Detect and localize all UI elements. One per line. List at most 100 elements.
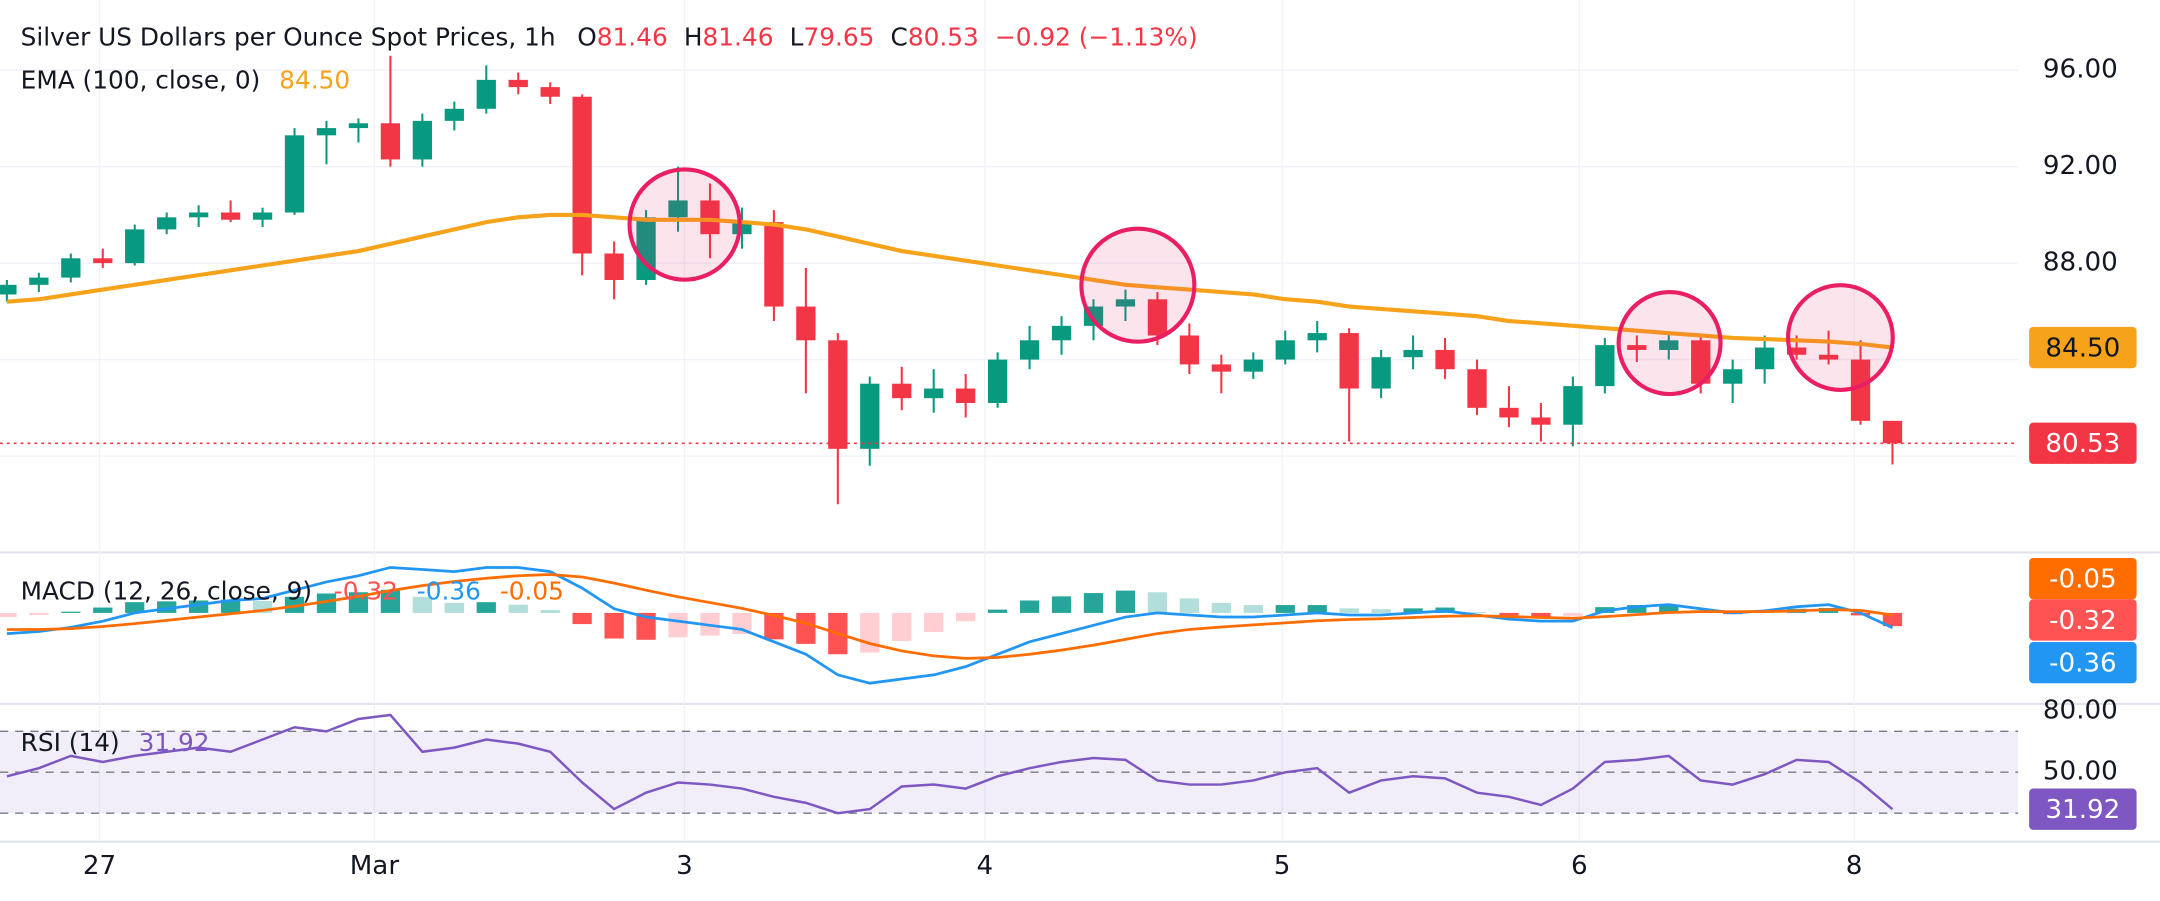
- price-tag-label: 80.53: [2045, 429, 2120, 459]
- candle-body: [764, 222, 784, 307]
- ema-legend: EMA (100, close, 0) 84.50: [21, 65, 350, 94]
- price-tag-label: 84.50: [2045, 333, 2120, 363]
- macd-histogram-bar: [987, 609, 1008, 613]
- ema-line: [6, 212, 1893, 350]
- candle-body: [1179, 335, 1200, 365]
- candle-body: [189, 212, 209, 218]
- change: −0.92 (−1.13%): [995, 23, 1198, 52]
- candle-body: [1339, 333, 1359, 389]
- price-tags: 84.50 80.53 -0.05 -0.32 -0.36 31.92: [2029, 326, 2137, 830]
- candle-body: [892, 383, 912, 399]
- candle-body: [1595, 345, 1615, 387]
- ohlc-value: 80.53: [908, 23, 979, 52]
- macd-title: MACD (12, 26, close, 9): [21, 576, 312, 605]
- macd-histogram-bar: [540, 610, 560, 613]
- macd-histogram-bar: [860, 612, 880, 653]
- highlight-circle: [627, 167, 742, 282]
- macd-histogram-bar: [29, 612, 49, 615]
- ohlc-letter: H: [684, 23, 703, 52]
- rsi-tick-label: 80.00: [2043, 695, 2118, 725]
- panes: [0, 55, 2019, 815]
- ema-value: 84.50: [279, 65, 350, 94]
- macd-histogram-bar: [1467, 612, 1487, 613]
- macd-histogram-bar: [93, 607, 113, 613]
- candle-body: [1275, 340, 1295, 360]
- macd-histogram-bar: [316, 593, 337, 613]
- macd-histogram-bar: [892, 612, 912, 642]
- macd-histogram-bar: [796, 612, 816, 644]
- y-tick-label: 88.00: [2043, 248, 2118, 278]
- macd-value: -0.36: [417, 576, 481, 605]
- macd-histogram-bar: [1499, 612, 1519, 616]
- macd-histogram-bar: [924, 612, 944, 632]
- candle-body: [1818, 354, 1839, 360]
- candle-body: [1691, 340, 1711, 384]
- macd-histogram-bar: [1243, 605, 1263, 613]
- candle-body: [1307, 333, 1327, 341]
- candle-body: [444, 108, 464, 121]
- macd-histogram-bar: [444, 602, 464, 613]
- x-tick-label: 6: [1571, 851, 1588, 881]
- x-tick-label: 4: [977, 851, 994, 881]
- macd-histogram-bar: [1307, 605, 1327, 613]
- macd-histogram-bar: [412, 596, 432, 613]
- macd-histogram-bar: [508, 604, 528, 613]
- candle-body: [125, 229, 145, 264]
- macd-histogram-bar: [252, 600, 273, 613]
- candle-body: [1723, 369, 1743, 384]
- candle-body: [348, 123, 369, 129]
- candle-body: [1051, 325, 1072, 341]
- candle-body: [220, 212, 241, 220]
- candle-body: [1563, 386, 1583, 425]
- macd-histogram-bar: [125, 602, 145, 613]
- price-tag: [2029, 326, 2137, 369]
- x-tick-label: 8: [1846, 851, 1863, 881]
- indicator-tag: [2029, 788, 2137, 830]
- candle-body: [604, 253, 624, 281]
- x-tick-label: 3: [676, 851, 693, 881]
- candle-body: [1371, 357, 1391, 389]
- macd-histogram-bar: [157, 601, 177, 613]
- signal-value: -0.05: [500, 576, 564, 605]
- candle-body: [61, 258, 81, 278]
- macd-histogram-bar: [1051, 596, 1072, 613]
- macd-line: [6, 566, 1894, 685]
- macd-histogram-bar: [380, 589, 401, 613]
- x-tick-label: Mar: [350, 851, 400, 881]
- rsi-tick-label: 50.00: [2043, 757, 2118, 787]
- candle-body: [828, 340, 848, 449]
- macd-hist-value: -0.32: [334, 576, 398, 605]
- annotations: [627, 167, 1895, 397]
- candle-body: [732, 222, 752, 235]
- candle-body: [412, 120, 432, 160]
- macd-histogram-bar: [1179, 598, 1200, 613]
- ohlc-value: 81.46: [597, 23, 668, 52]
- macd-histogram-bar: [764, 612, 784, 640]
- candle-body: [1403, 349, 1423, 358]
- macd-histogram-bar: [1531, 612, 1551, 617]
- highlight-circle: [1079, 226, 1197, 344]
- candle-body: [1115, 299, 1136, 307]
- candle-body: [1850, 359, 1871, 421]
- macd-histogram-bar: [1882, 612, 1903, 627]
- ohlc-value: 81.46: [703, 23, 774, 52]
- macd-histogram-bar: [1339, 608, 1359, 613]
- macd-histogram-bar: [476, 602, 496, 613]
- ohlc-value: 79.65: [803, 23, 874, 52]
- indicator-tag: [2029, 557, 2137, 600]
- macd-histogram-bar: [1403, 608, 1423, 613]
- macd-legend: MACD (12, 26, close, 9) -0.32 -0.36 -0.0…: [21, 576, 564, 605]
- indicator-tag-label: -0.05: [2049, 564, 2117, 594]
- candle-body: [1435, 349, 1455, 370]
- ohlc-letter: O: [577, 23, 597, 52]
- macd-histogram-bar: [1115, 590, 1136, 613]
- macd-histogram-bar: [61, 611, 81, 613]
- candle-body: [29, 277, 49, 285]
- ema-name: EMA (100, close, 0): [21, 65, 261, 94]
- candle-body: [1659, 340, 1679, 350]
- price-tag: [2029, 422, 2137, 464]
- highlight-circle: [1616, 290, 1723, 397]
- candle-body: [1019, 340, 1040, 360]
